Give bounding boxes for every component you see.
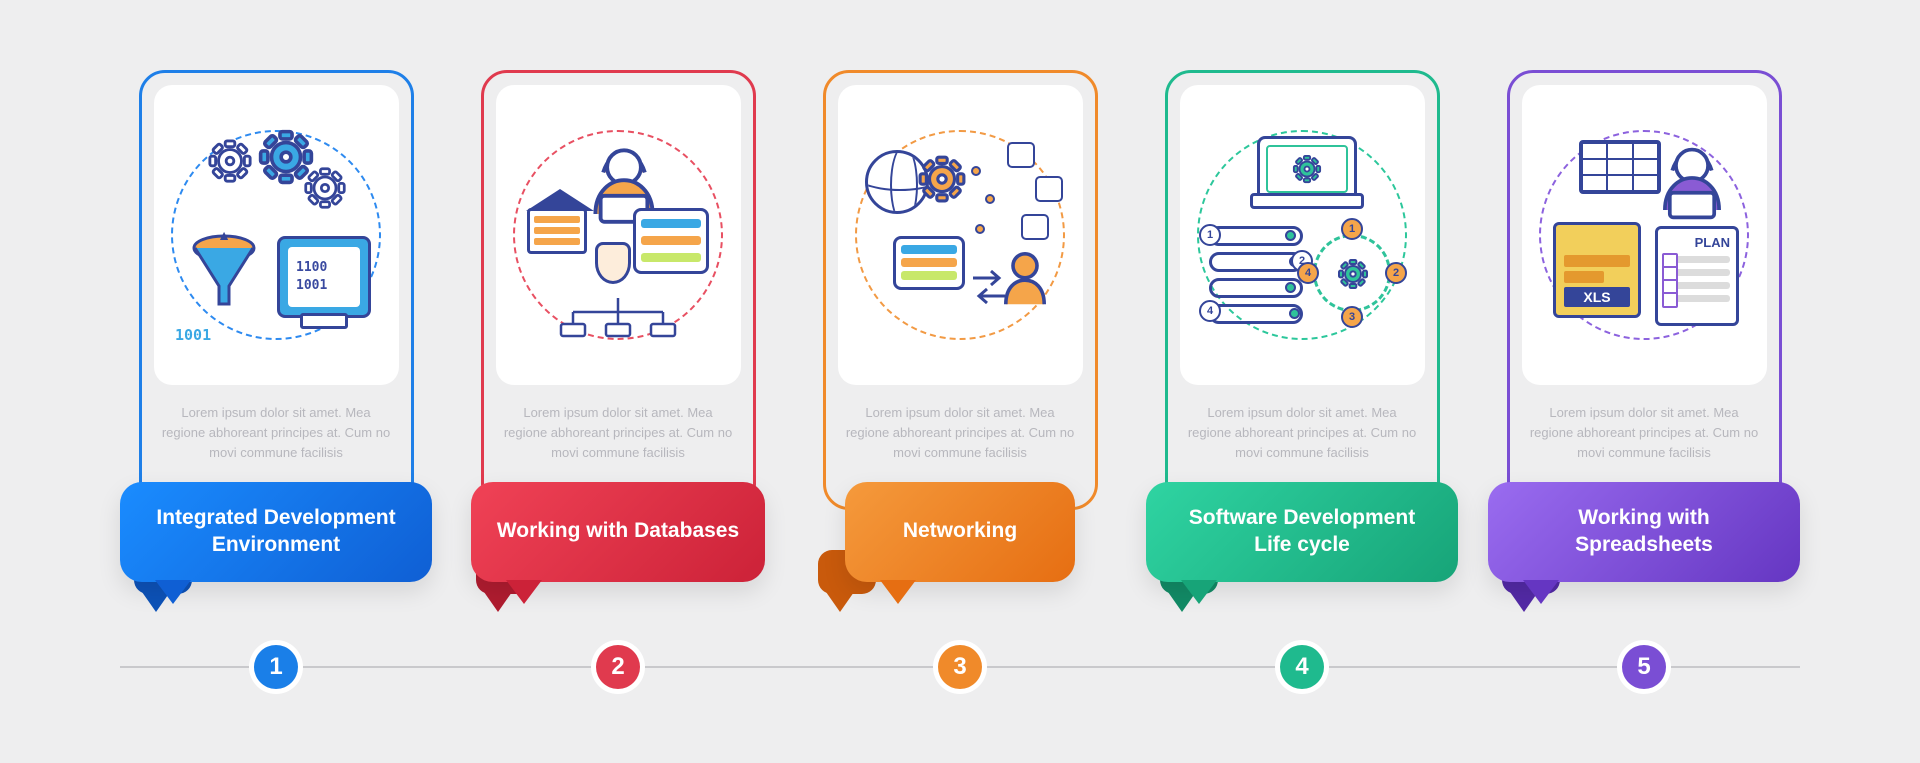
card-illustration xyxy=(838,85,1083,385)
card-description: Lorem ipsum dolor sit amet. Mea regione … xyxy=(154,403,399,463)
card-frame: Lorem ipsum dolor sit amet. Mea regione … xyxy=(823,70,1098,510)
plan-badge: PLAN xyxy=(1664,235,1730,250)
card-description: Lorem ipsum dolor sit amet. Mea regione … xyxy=(838,403,1083,463)
network-illustration xyxy=(855,130,1065,340)
step-number-badge: 2 xyxy=(591,640,645,694)
infographic-step: Lorem ipsum dolor sit amet. Mea regione … xyxy=(462,70,774,694)
card-illustration: XLS PLAN xyxy=(1522,85,1767,385)
card-frame: 1 2 4 1 2 3 4 Lorem ipsum dolor sit amet… xyxy=(1165,70,1440,510)
card-illustration: ▲ 11001001 1001 xyxy=(154,85,399,385)
infographic-step: Lorem ipsum dolor sit amet. Mea regione … xyxy=(804,70,1116,694)
title-bubble: Integrated Development Environment xyxy=(120,482,432,582)
infographic-wrap: ▲ 11001001 1001 Lorem ipsum dolor sit am… xyxy=(120,70,1800,694)
card-description: Lorem ipsum dolor sit amet. Mea regione … xyxy=(1522,403,1767,463)
card-illustration: 1 2 4 1 2 3 4 xyxy=(1180,85,1425,385)
step-number: 1 xyxy=(254,645,298,689)
infographic-step: ▲ 11001001 1001 Lorem ipsum dolor sit am… xyxy=(120,70,432,694)
card-title: Software Development Life cycle xyxy=(1172,505,1432,558)
card-title: Working with Databases xyxy=(497,518,739,544)
step-number: 4 xyxy=(1280,645,1324,689)
infographic-step: 1 2 4 1 2 3 4 Lorem ipsum dolor sit amet… xyxy=(1146,70,1458,694)
cards-row: ▲ 11001001 1001 Lorem ipsum dolor sit am… xyxy=(120,70,1800,694)
card-description: Lorem ipsum dolor sit amet. Mea regione … xyxy=(1180,403,1425,463)
ide-illustration: ▲ 11001001 1001 xyxy=(171,130,381,340)
infographic-step: XLS PLAN Lorem ipsum dolor sit amet. Mea… xyxy=(1488,70,1800,694)
step-number: 2 xyxy=(596,645,640,689)
card-illustration xyxy=(496,85,741,385)
card-frame: ▲ 11001001 1001 Lorem ipsum dolor sit am… xyxy=(139,70,414,510)
step-number-badge: 3 xyxy=(933,640,987,694)
title-bubble-wrap: Working with Spreadsheets xyxy=(1488,482,1800,582)
card-title: Working with Spreadsheets xyxy=(1514,505,1774,558)
card-frame: Lorem ipsum dolor sit amet. Mea regione … xyxy=(481,70,756,510)
sdlc-illustration: 1 2 4 1 2 3 4 xyxy=(1197,130,1407,340)
spreadsheet-illustration: XLS PLAN xyxy=(1539,130,1749,340)
title-bubble: Working with Databases xyxy=(471,482,765,582)
db-illustration xyxy=(513,130,723,340)
title-bubble: Software Development Life cycle xyxy=(1146,482,1458,582)
step-number: 3 xyxy=(938,645,982,689)
step-number-badge: 5 xyxy=(1617,640,1671,694)
title-bubble-wrap: Networking xyxy=(804,482,1116,582)
title-bubble-wrap: Integrated Development Environment xyxy=(120,482,432,582)
svg-text:▲: ▲ xyxy=(217,227,231,243)
card-title: Integrated Development Environment xyxy=(146,505,406,558)
card-frame: XLS PLAN Lorem ipsum dolor sit amet. Mea… xyxy=(1507,70,1782,510)
xls-badge: XLS xyxy=(1564,287,1630,307)
title-bubble-wrap: Software Development Life cycle xyxy=(1146,482,1458,582)
card-description: Lorem ipsum dolor sit amet. Mea regione … xyxy=(496,403,741,463)
title-bubble: Working with Spreadsheets xyxy=(1488,482,1800,582)
step-number-badge: 1 xyxy=(249,640,303,694)
card-title: Networking xyxy=(903,518,1017,544)
step-number: 5 xyxy=(1622,645,1666,689)
title-bubble: Networking xyxy=(845,482,1075,582)
title-bubble-wrap: Working with Databases xyxy=(462,482,774,582)
step-number-badge: 4 xyxy=(1275,640,1329,694)
